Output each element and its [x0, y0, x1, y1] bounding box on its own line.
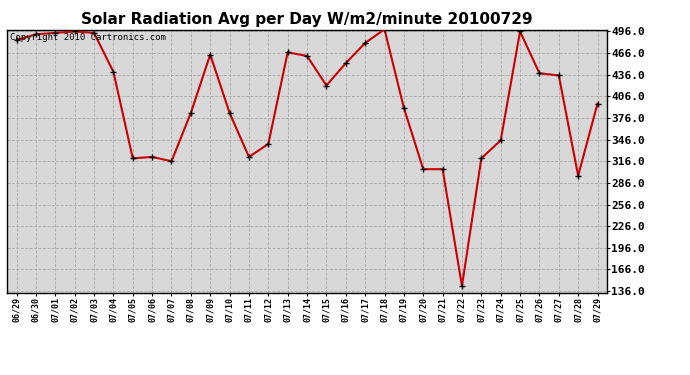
- Title: Solar Radiation Avg per Day W/m2/minute 20100729: Solar Radiation Avg per Day W/m2/minute …: [81, 12, 533, 27]
- Text: Copyright 2010 Cartronics.com: Copyright 2010 Cartronics.com: [10, 33, 166, 42]
